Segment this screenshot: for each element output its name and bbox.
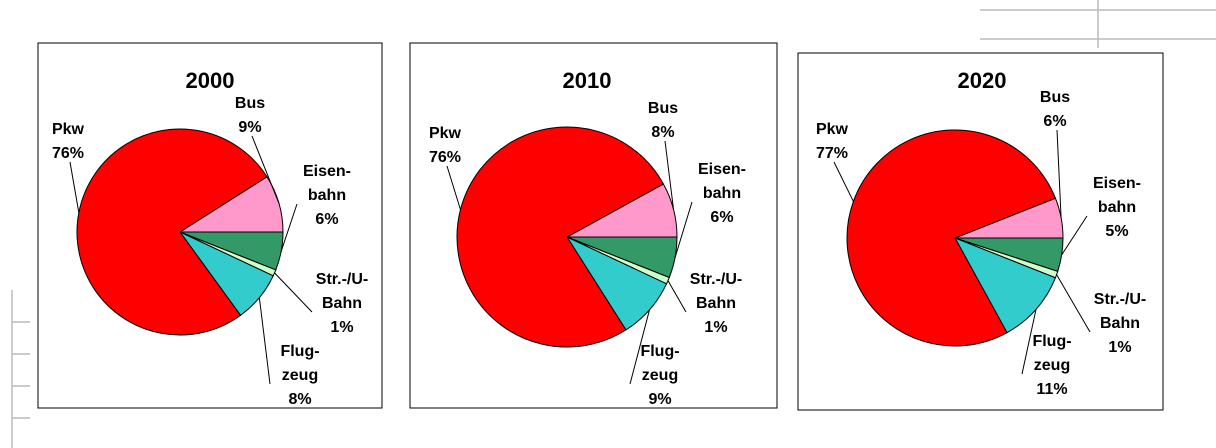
value-label: 8%: [651, 124, 675, 141]
slice-label: Eisen- bahn 5%: [1093, 172, 1141, 244]
slice-label: Str.-/U- Bahn 1%: [690, 268, 742, 340]
slice-label: Str.-/U- Bahn 1%: [316, 268, 368, 340]
category-label: Str.-/U- Bahn: [1093, 291, 1147, 332]
value-label: 6%: [1043, 113, 1067, 130]
leader-line: [251, 135, 280, 204]
slice-label: Eisen- bahn 6%: [303, 160, 351, 232]
slice-label: Bus 9%: [235, 92, 265, 140]
category-label: Eisen- bahn: [1092, 175, 1142, 216]
leader-line: [1061, 215, 1088, 256]
category-label: Bus: [1039, 89, 1071, 106]
slice-label: Pkw 77%: [816, 118, 848, 166]
value-label: 6%: [315, 211, 339, 228]
leader-line: [274, 272, 313, 313]
category-label: Eisen- bahn: [697, 161, 747, 202]
category-label: Str.-/U- Bahn: [689, 271, 743, 312]
value-label: 9%: [238, 119, 262, 136]
pie-slice: [953, 237, 1057, 334]
value-label: 5%: [1105, 223, 1129, 240]
category-label: Eisen- bahn: [302, 163, 352, 204]
category-label: Pkw: [428, 125, 461, 142]
value-label: 1%: [1108, 339, 1132, 356]
leader-line: [1056, 129, 1062, 218]
leader-line: [674, 201, 693, 258]
leader-line: [664, 140, 675, 210]
leader-line: [69, 161, 80, 213]
slice-label: Bus 6%: [1040, 86, 1070, 134]
slice-label: Pkw 76%: [429, 122, 461, 170]
leader-line: [1056, 274, 1091, 333]
pie-slice: [846, 129, 1057, 347]
chart-title: 2010: [562, 68, 612, 93]
value-label: 76%: [428, 149, 462, 166]
category-label: Str.-/U- Bahn: [315, 271, 369, 312]
slice-label: Bus 8%: [648, 97, 678, 145]
leader-line: [667, 280, 687, 313]
value-label: 1%: [330, 319, 354, 336]
value-label: 77%: [815, 145, 849, 162]
slice-label: Pkw 76%: [52, 118, 84, 166]
category-label: Flug- zeug: [640, 343, 680, 384]
leader-line: [280, 203, 298, 252]
leader-line: [1021, 309, 1037, 375]
slice-label: Flug- zeug 9%: [640, 340, 679, 412]
category-label: Bus: [647, 100, 679, 117]
decoration: [11, 0, 1216, 448]
value-label: 11%: [1036, 381, 1068, 398]
leader-line: [833, 161, 854, 202]
slice-label: Eisen- bahn 6%: [698, 158, 746, 230]
category-label: Bus: [234, 95, 266, 112]
slice-label: Str.-/U- Bahn 1%: [1094, 288, 1146, 360]
value-label: 1%: [704, 319, 728, 336]
pie-slice: [76, 128, 268, 336]
slice-label: Flug- zeug 11%: [1032, 330, 1071, 402]
value-label: 9%: [648, 391, 672, 408]
leader-line: [258, 297, 271, 385]
value-label: 8%: [288, 391, 312, 408]
pie-slice: [456, 126, 665, 348]
category-label: Flug- zeug: [1032, 333, 1072, 374]
slice-label: Flug- zeug 8%: [280, 340, 319, 412]
leader-line: [446, 165, 461, 210]
chart-title: 2020: [957, 68, 1007, 93]
leader-line: [629, 309, 650, 385]
category-label: Pkw: [51, 121, 84, 138]
value-label: 6%: [710, 209, 734, 226]
category-label: Flug- zeug: [280, 343, 320, 384]
category-label: Pkw: [815, 121, 848, 138]
chart-title: 2000: [185, 68, 235, 93]
value-label: 76%: [51, 145, 85, 162]
